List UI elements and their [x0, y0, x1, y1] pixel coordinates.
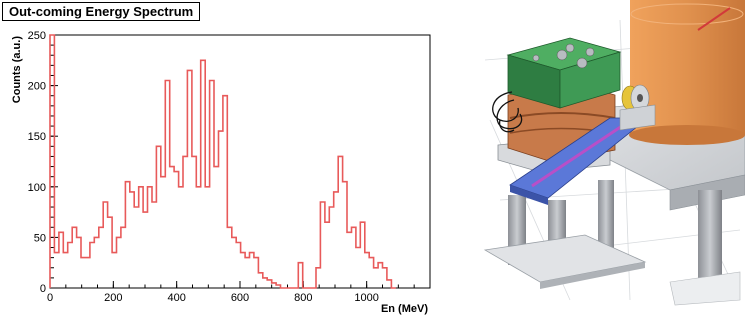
x-tick-label: 600 [231, 292, 249, 304]
y-axis-ticks: 0 50 100 150 200 250 [28, 30, 58, 295]
y-tick-label: 200 [28, 81, 46, 93]
x-tick-label: 200 [104, 292, 122, 304]
cylinder-bottom [629, 125, 745, 145]
chart-title: Out-coming Energy Spectrum [2, 2, 201, 21]
x-tick-label: 0 [47, 292, 53, 304]
x-axis-label: En (MeV) [381, 303, 428, 315]
green-block-side [559, 51, 621, 109]
cylinder-red-line [697, 7, 731, 31]
cables [492, 91, 523, 133]
x-tick-label: 800 [294, 292, 312, 304]
x-tick-label: 400 [167, 292, 185, 304]
y-tick-label: 250 [28, 30, 46, 42]
y-tick-label: 100 [28, 182, 46, 194]
cylinder-rim [630, 3, 744, 25]
histogram-line [49, 34, 396, 289]
floor-plate-right [669, 271, 741, 306]
y-tick-label: 150 [28, 131, 46, 143]
x-tick-label: 1000 [354, 292, 378, 304]
chart-svg: 0 200 400 600 800 1000 0 50 100 150 200 250 En (Me… [11, 30, 431, 315]
green-block-bolts [532, 43, 595, 69]
detector-cad-illustration [470, 0, 745, 325]
base-plate-edge [540, 262, 645, 289]
y-tick-label: 50 [34, 232, 46, 244]
cad-svg [483, 0, 745, 306]
blue-plate-stripe [531, 120, 629, 188]
blue-plate-edge [510, 185, 548, 205]
gray-disc-hole [637, 94, 643, 102]
right-bracket [619, 104, 656, 131]
y-axis-label: Counts (a.u.) [11, 36, 23, 104]
x-axis-ticks: 0 200 400 600 800 1000 [47, 281, 431, 304]
y-tick-label: 0 [40, 283, 46, 295]
energy-spectrum-plot: 0 200 400 600 800 1000 0 50 100 150 200 250 En (Me… [2, 2, 431, 315]
